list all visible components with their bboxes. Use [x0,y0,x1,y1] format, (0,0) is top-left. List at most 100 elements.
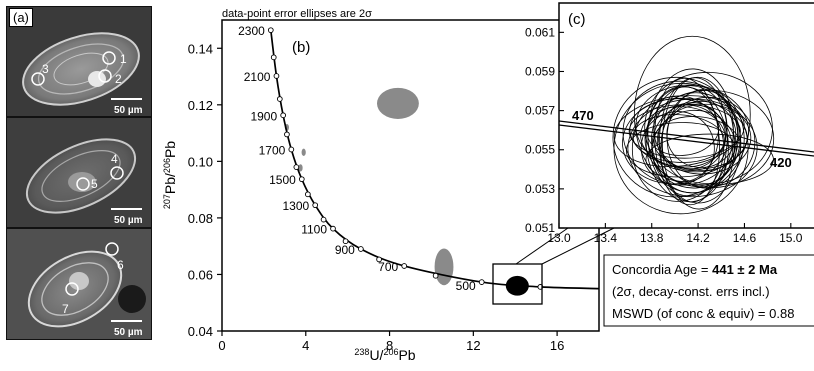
error-ellipse [666,100,737,168]
y-tick-label: 0.06 [188,267,213,282]
concordia-age-label: 1900 [250,109,277,123]
x-tick-label: 15.0 [779,231,803,245]
concordia-age-point [305,191,311,198]
x-tick-label: 12 [466,338,480,353]
age-label-470: 470 [572,108,594,123]
x-tick-label: 14.2 [686,231,710,245]
error-ellipse [647,68,734,197]
error-ellipse [613,82,749,215]
error-ellipse-note: data-point error ellipses are 2σ [222,8,372,20]
concordia-age-point [312,202,319,209]
decay-const-line: (2σ, decay-const. errs incl.) [612,284,770,299]
zircon-grain-3: 6 7 50 µm [7,229,151,339]
concordia-age-label: 1100 [301,223,327,237]
concordia-age-point [270,54,277,61]
x-tick-label: 14.6 [733,231,757,245]
concordia-age-point [358,246,364,252]
y-tick-label: 0.12 [188,98,213,113]
spot-label: 3 [42,62,49,76]
concordia-age-label: 1700 [259,143,286,157]
concordia-age-label: 900 [335,243,355,257]
concordia-age-point [376,256,382,263]
error-ellipse [298,164,303,172]
concordia-age-point [401,263,408,269]
error-ellipse [301,148,306,156]
age-label-420: 420 [770,155,792,170]
concordia-age-point [267,27,274,34]
mswd-line: MSWD (of conc & equiv) = 0.88 [612,306,794,321]
concordia-age-label: 2100 [244,70,271,84]
error-ellipse [656,103,752,175]
zoom-box [492,263,543,305]
y-tick-label: 0.051 [525,221,555,235]
y-tick-label: 0.057 [525,104,555,118]
concordia-age-point [320,216,327,223]
error-ellipse [434,248,454,286]
x-tick-label: 4 [302,338,309,353]
concordia-age-point [284,131,290,138]
error-ellipse [613,95,745,167]
spot-label: 6 [117,258,124,272]
concordia-age-point [273,73,280,79]
y-tick-label: 0.10 [188,154,213,169]
concordia-age-point [432,272,439,279]
concordia-age-box [603,254,814,327]
x-tick-label: 13.8 [640,231,664,245]
x-tick-label: 16 [550,338,564,353]
cl-image-bottom: 6 7 50 µm [6,228,152,340]
y-tick-label: 0.061 [525,25,555,39]
y-tick-label: 0.14 [188,41,213,56]
concordia-age-point [288,146,295,153]
error-ellipse [645,133,774,186]
concordia-age-point [330,225,336,232]
concordia-age-label: 2300 [238,24,265,38]
concordia-band-upper [558,120,814,153]
error-ellipse [651,92,741,187]
error-ellipse [640,106,726,168]
scale-bar-label: 50 µm [114,105,143,116]
x-tick-label: 13.0 [547,231,571,245]
concordia-age-label: 500 [456,279,476,293]
concordia-age-point [478,279,485,285]
y-tick-label: 0.053 [525,182,555,196]
error-ellipse [625,122,736,178]
concordia-age-point [298,176,305,183]
concordia-age-point [276,96,283,102]
spot-label: 2 [115,72,122,86]
concordia-age-label: 1500 [269,173,296,187]
zoom-connector [515,227,569,265]
concordia-age-label: 700 [378,260,398,274]
spot-label: 4 [111,152,118,166]
spot-label: 5 [91,177,98,191]
scale-bar-label: 50 µm [114,327,143,338]
concordia-age-point [342,238,349,245]
spot-label: 1 [120,52,127,66]
x-tick-label: 0 [218,338,225,353]
x-axis-label: 238U/206Pb [354,347,415,363]
panel-c-label: (c) [568,11,586,28]
cl-image-middle: 5 4 50 µm [6,117,152,228]
panel-b-label: (b) [292,39,310,56]
concordia-age-label: 1300 [282,199,309,213]
error-ellipse [633,35,751,194]
y-tick-label: 0.04 [188,324,213,339]
y-tick-label: 0.08 [188,211,213,226]
error-ellipse [654,77,720,206]
y-tick-label: 0.059 [525,64,555,78]
zircon-grain-2: 5 4 50 µm [7,118,151,227]
error-ellipse [376,87,419,119]
y-axis-label: 207Pb/206Pb [162,141,178,209]
x-tick-label: 8 [386,338,393,353]
concordia-age-point [293,164,300,170]
panel-a-label: (a) [9,8,33,27]
concordia-age-point [280,112,287,119]
x-tick-label: 13.4 [594,231,618,245]
spot-label: 7 [62,302,69,316]
concordia-band-lower [558,124,814,157]
cl-image-top: 1 2 3 50 µm (a) [6,6,152,117]
scale-bar-label: 50 µm [114,215,143,226]
y-tick-label: 0.055 [525,143,555,157]
zoom-connector [541,227,615,265]
